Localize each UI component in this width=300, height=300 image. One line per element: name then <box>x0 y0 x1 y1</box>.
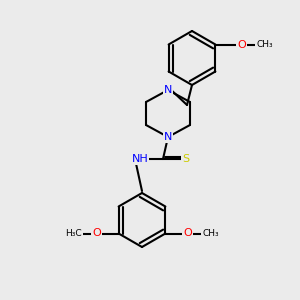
Text: S: S <box>182 154 190 164</box>
Text: N: N <box>164 85 172 95</box>
Text: NH: NH <box>132 154 148 164</box>
Text: CH₃: CH₃ <box>256 40 273 49</box>
Text: H₃C: H₃C <box>65 229 82 238</box>
Text: O: O <box>237 40 246 50</box>
Text: N: N <box>164 132 172 142</box>
Text: O: O <box>183 229 192 238</box>
Text: O: O <box>92 229 101 238</box>
Text: CH₃: CH₃ <box>202 229 219 238</box>
